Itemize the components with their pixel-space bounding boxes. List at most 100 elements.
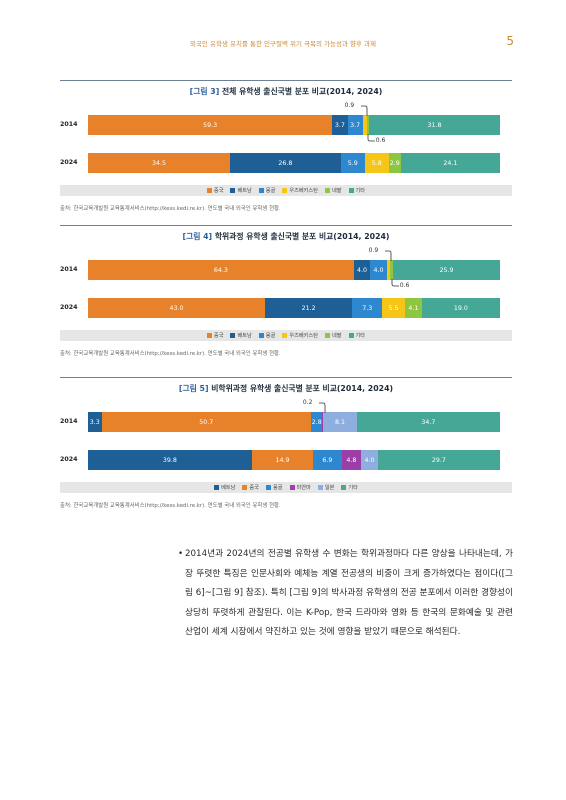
legend-swatch	[317, 485, 323, 490]
bar-segment: 39.8	[88, 450, 252, 470]
bar-segment: 7.3	[352, 298, 383, 318]
figure-title: [그림 4] 학위과정 유학생 출신국별 분포 비교(2014, 2024)	[60, 231, 512, 242]
legend-item: 기타	[348, 187, 365, 194]
stacked-bar: 39.8 14.9 6.9 4.8 4.0 29.7	[88, 450, 500, 470]
bar-segment: 14.9	[251, 450, 314, 470]
small-value-label-above: 0.9	[368, 247, 379, 254]
legend-label: 베트남	[237, 188, 252, 194]
legend-swatch	[348, 333, 354, 338]
bar-segment: 4.0	[353, 260, 371, 280]
page-number: 5	[506, 34, 514, 48]
legend-item: 우즈베키스탄	[282, 332, 318, 339]
legend-item: 몽골	[265, 484, 283, 491]
bar-segment: 21.2	[264, 298, 353, 318]
leader-line	[391, 279, 399, 287]
page-header: 외국인 유학생 유치를 통한 인구절벽 위기 극복의 가능성과 향후 과제 5	[0, 34, 566, 50]
row-year-label: 2024	[60, 304, 78, 311]
legend-label: 우즈베키스탄	[289, 333, 318, 339]
row-year-label: 2014	[60, 266, 78, 273]
figure-caption: 학위과정 유학생 출신국별 분포 비교(2014, 2024)	[212, 232, 390, 241]
leader-line	[367, 134, 375, 142]
figure-4: [그림 4] 학위과정 유학생 출신국별 분포 비교(2014, 2024) 20…	[60, 225, 512, 365]
bar-segment: 25.9	[392, 260, 500, 280]
legend-item: 네팔	[324, 187, 342, 194]
legend-label: 몽골	[265, 188, 276, 194]
figure-caption: 비학위과정 유학생 출신국별 분포 비교(2014, 2024)	[208, 384, 394, 393]
legend-label: 베트남	[237, 333, 252, 339]
body-text: 2014년과 2024년의 전공별 유학생 수 변화는 학위과정마다 다른 양상…	[185, 549, 513, 637]
legend-swatch	[348, 188, 354, 193]
bar-segment: 5.8	[364, 153, 389, 173]
legend-item: 베트남	[230, 332, 252, 339]
bar-segment: 34.7	[356, 412, 500, 432]
small-value-label-above: 0.9	[344, 102, 355, 109]
legend-swatch	[242, 485, 248, 490]
legend-label: 우즈베키스탄	[289, 188, 318, 194]
bar-segment: 43.0	[88, 298, 265, 318]
legend-swatch	[282, 333, 288, 338]
leader-line	[360, 105, 368, 116]
row-year-label: 2024	[60, 456, 78, 463]
stacked-bar: 59.3 3.7 3.7 31.8	[88, 115, 500, 135]
figure-title: [그림 5] 비학위과정 유학생 출신국별 분포 비교(2014, 2024)	[60, 383, 512, 394]
legend-swatch	[324, 333, 330, 338]
chart-legend: 중국 베트남 몽골 우즈베키스탄 네팔 기타	[60, 330, 512, 341]
legend-swatch	[341, 485, 347, 490]
bar-segment: 4.8	[341, 450, 362, 470]
legend-swatch	[289, 485, 295, 490]
legend-item: 몽골	[258, 187, 276, 194]
legend-item: 중국	[206, 332, 224, 339]
legend-label: 기타	[355, 333, 366, 339]
bar-segment: 24.1	[400, 153, 500, 173]
legend-swatch	[258, 188, 264, 193]
stacked-bar: 43.0 21.2 7.3 5.5 4.1 19.0	[88, 298, 500, 318]
bar-segment	[366, 115, 369, 135]
legend-label: 중국	[213, 333, 224, 339]
bar-segment: 4.0	[361, 450, 378, 470]
legend-swatch	[230, 333, 236, 338]
small-value-label-above: 0.2	[302, 399, 313, 406]
figure-caption: 전체 유학생 출신국별 분포 비교(2014, 2024)	[219, 87, 383, 96]
legend-label: 중국	[213, 188, 224, 194]
bar-segment: 50.7	[101, 412, 311, 432]
small-value-label-below: 0.6	[399, 282, 410, 289]
legend-item: 기타	[341, 484, 358, 491]
bar-segment: 8.1	[323, 412, 357, 432]
leader-line	[384, 250, 392, 261]
bar-segment: 59.3	[88, 115, 333, 135]
row-year-label: 2024	[60, 159, 78, 166]
figure-top-rule	[60, 80, 512, 81]
bar-segment: 34.5	[88, 153, 231, 173]
legend-item: 미얀마	[289, 484, 311, 491]
legend-item: 중국	[206, 187, 224, 194]
bar-segment: 4.0	[370, 260, 387, 280]
bullet-icon: •	[178, 549, 184, 559]
bar-segment: 31.8	[368, 115, 500, 135]
legend-label: 몽골	[265, 333, 276, 339]
bar-segment: 2.8	[310, 412, 323, 432]
legend-swatch	[206, 188, 212, 193]
figure-label: [그림 5]	[178, 384, 209, 393]
legend-swatch	[282, 188, 288, 193]
figure-source: 출처: 한국교육개발원 교육통계서비스(http://kess.kedi.re.…	[60, 503, 281, 509]
row-year-label: 2014	[60, 418, 78, 425]
bar-segment: 2.9	[388, 153, 401, 173]
body-paragraph: • 2014년과 2024년의 전공별 유학생 수 변화는 학위과정마다 다른 …	[178, 545, 513, 643]
bar-segment: 5.5	[382, 298, 405, 318]
stacked-bar: 3.3 50.7 2.8 8.1 34.7	[88, 412, 500, 432]
bar-segment: 29.7	[377, 450, 500, 470]
bar-segment: 3.7	[332, 115, 348, 135]
legend-swatch	[324, 188, 330, 193]
legend-item: 네팔	[324, 332, 342, 339]
legend-item: 기타	[348, 332, 366, 339]
figure-label: [그림 4]	[182, 232, 213, 241]
bar-segment: 6.9	[313, 450, 342, 470]
bar-segment	[322, 412, 324, 432]
bar-segment: 4.1	[404, 298, 422, 318]
bar-segment: 64.3	[88, 260, 354, 280]
figure-label: [그림 3]	[189, 87, 220, 96]
small-value-label-below: 0.6	[375, 137, 386, 144]
legend-label: 네팔	[331, 188, 342, 194]
leader-line	[318, 402, 326, 413]
legend-label: 네팔	[331, 333, 342, 339]
